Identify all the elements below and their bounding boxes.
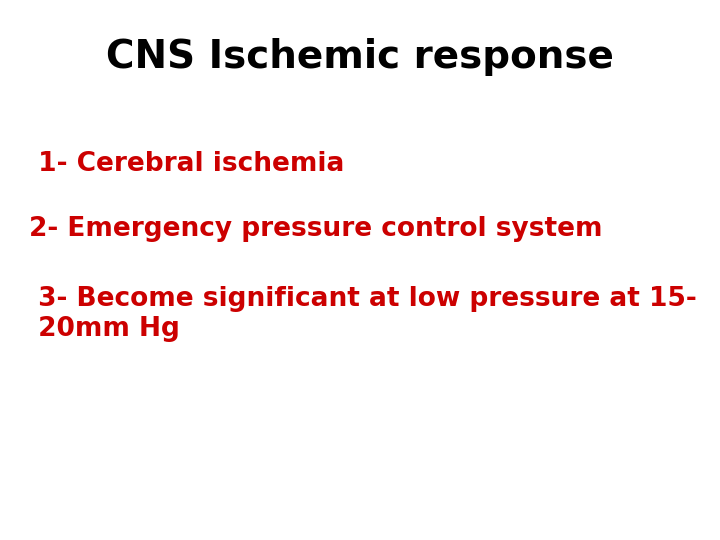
Text: CNS Ischemic response: CNS Ischemic response xyxy=(106,38,614,76)
Text: 2- Emergency pressure control system: 2- Emergency pressure control system xyxy=(29,216,603,242)
Text: 3- Become significant at low pressure at 15-
 20mm Hg: 3- Become significant at low pressure at… xyxy=(29,286,696,342)
Text: 1- Cerebral ischemia: 1- Cerebral ischemia xyxy=(29,151,344,177)
